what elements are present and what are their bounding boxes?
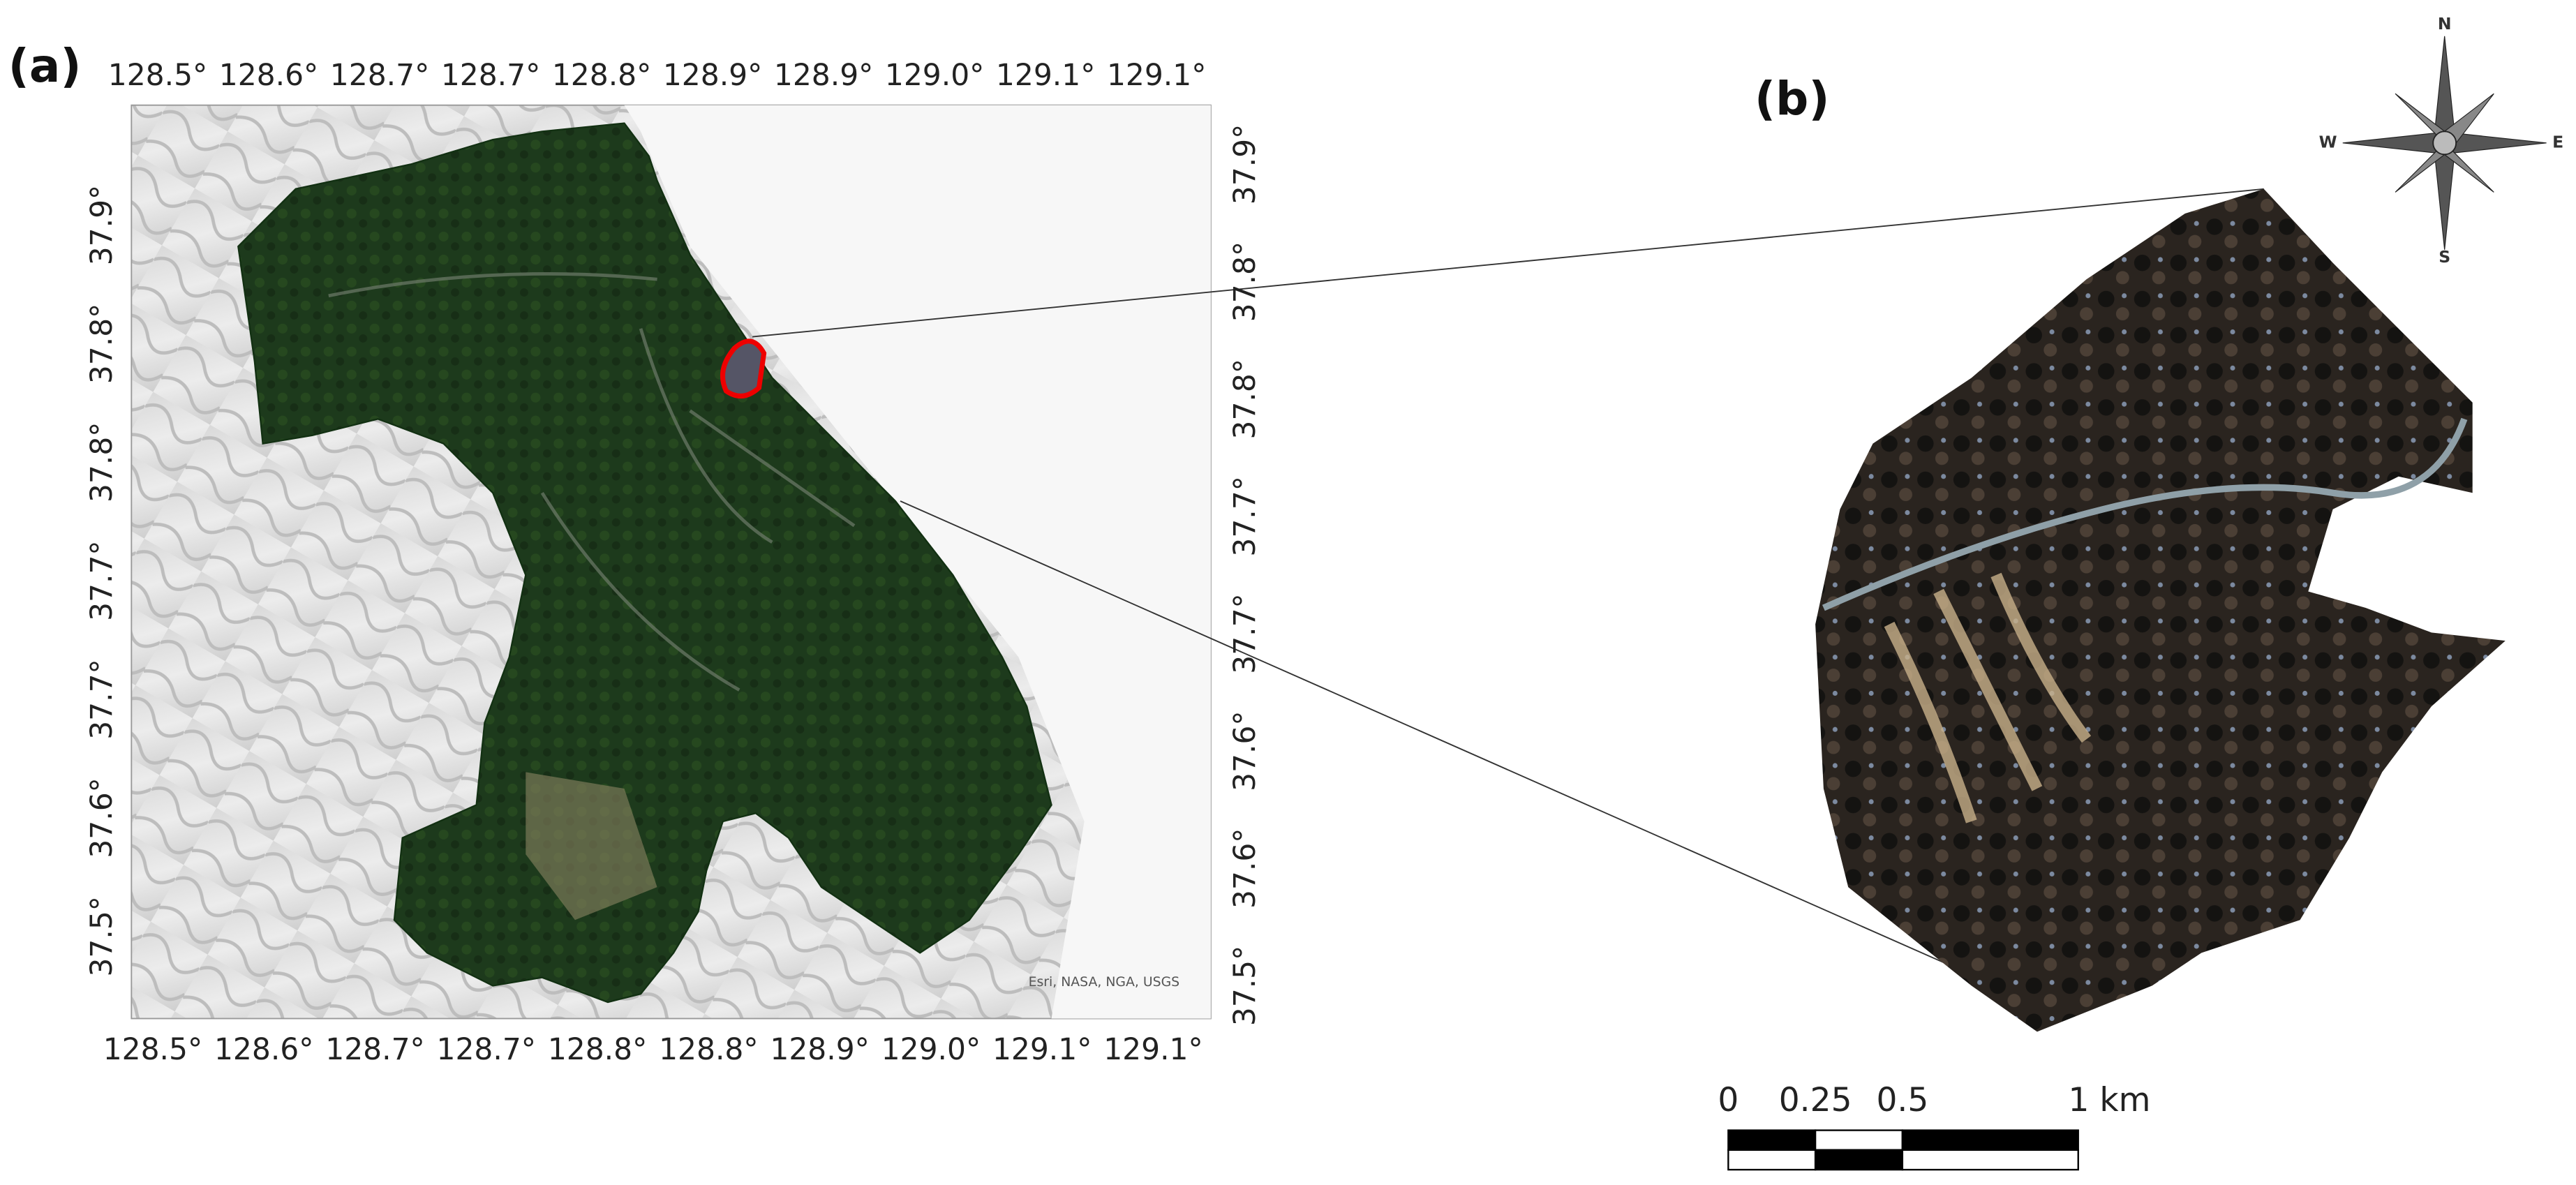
lat-tick-label: 37.8° [1228, 241, 1262, 322]
lon-tick-label: 128.8° [552, 58, 651, 92]
lat-tick-label: 37.8° [1228, 359, 1262, 440]
lon-tick-label: 129.1° [996, 58, 1095, 92]
lon-tick-label: 128.5° [103, 1032, 202, 1066]
scale-bar [1727, 1129, 2079, 1171]
lat-tick-label: 37.6° [84, 777, 119, 858]
lat-tick-label: 37.7° [1228, 593, 1262, 674]
lon-tick-label: 128.8° [659, 1032, 758, 1066]
lon-tick-label: 128.8° [548, 1032, 647, 1066]
lat-tick-label: 37.5° [84, 896, 119, 977]
lon-tick-label: 128.9° [774, 58, 873, 92]
lat-tick-label: 37.6° [1228, 710, 1262, 791]
lon-tick-label: 129.1° [1103, 1032, 1203, 1066]
lon-tick-label: 128.7° [325, 1032, 424, 1066]
panel-label: (b) [1755, 72, 1829, 126]
lon-tick-label: 128.7° [330, 58, 429, 92]
lat-tick-label: 37.8° [84, 304, 119, 385]
lon-tick-label: 129.1° [1107, 58, 1206, 92]
scale-label: 1 km [2068, 1081, 2150, 1119]
scale-label: 0 [1718, 1081, 1739, 1119]
lon-tick-label: 129.1° [992, 1032, 1092, 1066]
panel-label: (a) [8, 39, 82, 93]
lon-tick-label: 128.9° [770, 1032, 869, 1066]
lat-tick-label: 37.7° [84, 659, 119, 740]
lat-tick-label: 37.9° [84, 185, 119, 266]
lon-tick-label: 129.0° [885, 58, 984, 92]
golf-course [1884, 572, 2092, 823]
river [1822, 417, 2468, 611]
study-region [237, 122, 1052, 1004]
lat-tick-label: 37.5° [1228, 946, 1262, 1027]
lat-tick-label: 37.9° [1228, 124, 1262, 205]
lon-tick-label: 128.5° [108, 58, 207, 92]
scale-label: 0.5 [1876, 1081, 1928, 1119]
lon-tick-label: 129.0° [881, 1032, 981, 1066]
lat-tick-label: 37.7° [1228, 476, 1262, 557]
scale-label: 0.25 [1779, 1081, 1852, 1119]
lon-tick-label: 128.9° [663, 58, 762, 92]
roads [328, 272, 856, 692]
study-site-outline [720, 338, 767, 398]
lat-tick-label: 37.8° [84, 422, 119, 503]
lat-tick-label: 37.6° [1228, 828, 1262, 909]
compass-west: W [2319, 132, 2337, 151]
lon-tick-label: 128.6° [219, 58, 318, 92]
compass-east: E [2552, 132, 2563, 151]
lat-tick-label: 37.7° [84, 540, 119, 621]
sea [624, 105, 1211, 1019]
compass-south: S [2439, 247, 2450, 267]
study-site-image [1815, 188, 2506, 1032]
zoom-line [900, 500, 1997, 987]
compass-north: N [2438, 14, 2452, 33]
lon-tick-label: 128.7° [437, 1032, 536, 1066]
zoom-line [752, 188, 2264, 338]
compass [2342, 36, 2547, 250]
attribution: Esri, NASA, NGA, USGS [1029, 975, 1180, 990]
lon-tick-label: 128.7° [441, 58, 540, 92]
bare-land [526, 772, 657, 921]
lon-tick-label: 128.6° [214, 1032, 313, 1066]
